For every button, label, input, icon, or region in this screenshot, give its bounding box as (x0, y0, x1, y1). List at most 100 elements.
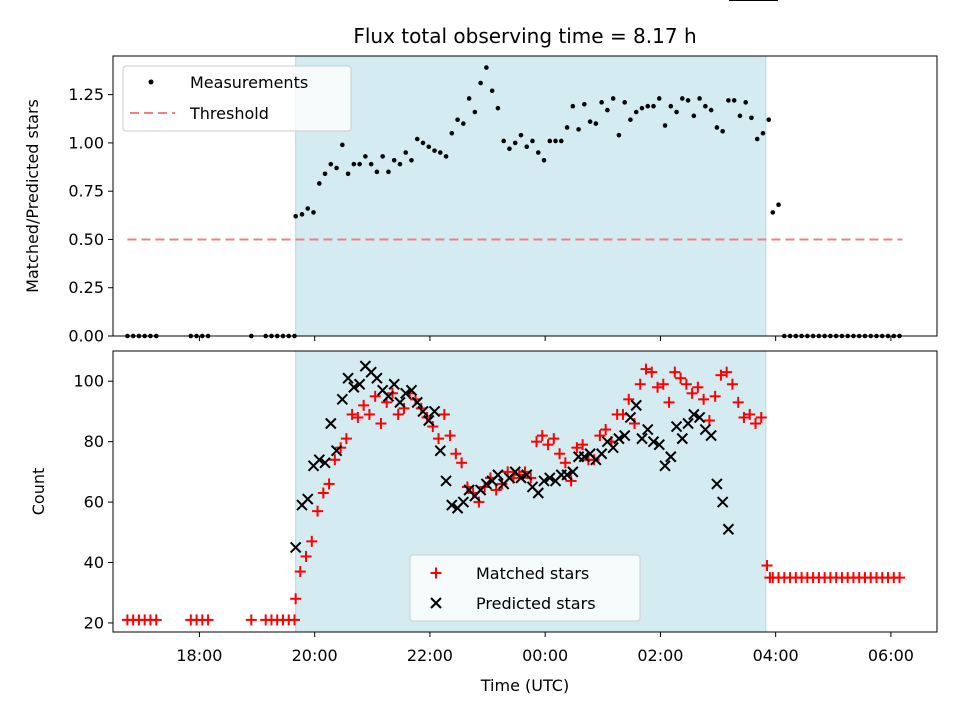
predicted-star-point (561, 469, 573, 481)
measurement-point (328, 161, 334, 167)
matched-star-point (323, 478, 335, 490)
measurement-point (374, 169, 380, 175)
measurement-point (616, 132, 622, 138)
measurement-point (455, 117, 460, 123)
measurement-point (293, 213, 298, 219)
measurement-point (714, 125, 720, 130)
count-ytick-label-80: 80 (84, 432, 104, 451)
predicted-star-point (521, 469, 533, 481)
measurement-point (380, 154, 385, 159)
predicted-star-point (492, 469, 504, 481)
predicted-star-point (330, 445, 343, 457)
ratio-ytick-label-1.25: 1.25 (68, 85, 104, 104)
measurement-point (368, 161, 374, 167)
measurement-point (484, 65, 489, 70)
measurement-point (633, 109, 639, 115)
matched-star-point (346, 408, 358, 420)
predicted-star-point (342, 372, 354, 384)
predicted-star-point (682, 417, 694, 430)
ratio-legend: Measurements Threshold (122, 65, 352, 132)
matched-star-point (363, 408, 375, 420)
measurement-point (559, 138, 564, 144)
ratio-ytick-label-0.50: 0.50 (68, 230, 104, 249)
measurement-point (472, 109, 478, 115)
predicted-star-point (642, 423, 654, 436)
ratio-ytick-label-1.00: 1.00 (68, 133, 104, 152)
measurement-point (414, 136, 420, 142)
x-axis-label: Time (UTC) (480, 676, 569, 695)
measurements-series (125, 65, 902, 339)
matched-star-point (444, 430, 456, 442)
matched-star-point (294, 566, 306, 578)
predicted-star-point (636, 432, 648, 445)
legend-marker-matched (430, 567, 442, 579)
chart-title: Flux total observing time = 8.17 h (353, 24, 696, 48)
measurement-point (316, 181, 322, 186)
legend-label-predicted: Predicted stars (476, 594, 596, 613)
measurement-point (760, 130, 766, 136)
matched-star-point (709, 390, 721, 402)
predicted-star-point (688, 408, 700, 421)
count-panel: 20 40 60 80 100 18:00 20:00 22:00 00:00 02:00 04:… (29, 0, 938, 695)
measurement-point (770, 210, 776, 215)
measurement-point (680, 96, 685, 101)
ratio-y-axis-label: Matched/Predicted stars (23, 99, 42, 293)
predicted-star-point (567, 466, 579, 478)
observing-window-shade (295, 56, 766, 336)
matched-star-point (358, 399, 370, 411)
matched-star-point (306, 535, 318, 547)
measurement-point (322, 171, 328, 177)
x-tick-label-4: 02:00 (637, 646, 683, 665)
x-tick-label-6: 06:00 (868, 646, 914, 665)
matched-star-point (675, 372, 687, 384)
predicted-stars-series (289, 0, 778, 554)
predicted-star-point (716, 496, 729, 508)
x-tick-label-0: 18:00 (176, 646, 222, 665)
matched-star-point (732, 396, 744, 408)
measurement-point (334, 165, 339, 171)
predicted-star-point (647, 435, 660, 448)
matched-star-point (329, 454, 341, 466)
measurement-point (703, 103, 708, 109)
matched-star-point (686, 387, 698, 399)
measurement-point (461, 121, 466, 126)
matched-star-point (698, 393, 710, 405)
matched-star-point (312, 505, 324, 517)
measurement-point (524, 144, 530, 150)
measurement-point (731, 98, 737, 103)
measurement-point (391, 157, 397, 163)
predicted-star-point (515, 472, 527, 484)
matched-star-point (450, 448, 462, 460)
predicted-star-point (544, 472, 556, 484)
measurement-point (449, 130, 455, 136)
predicted-star-point (388, 378, 400, 390)
predicted-star-point (336, 393, 349, 406)
matched-star-point (726, 378, 738, 390)
measurement-point (530, 138, 535, 144)
measurement-point (518, 132, 524, 138)
measurement-point (311, 210, 316, 215)
predicted-star-point (711, 478, 723, 490)
measurement-point (357, 161, 362, 167)
measurement-point (743, 100, 748, 105)
predicted-star-point (532, 487, 544, 499)
predicted-star-point (607, 441, 619, 454)
measurement-point (651, 103, 656, 109)
measurement-point (553, 138, 558, 144)
measurement-point (645, 103, 651, 109)
matched-star-point (392, 408, 404, 420)
measurement-point (668, 103, 674, 109)
matched-star-point (202, 614, 214, 626)
predicted-star-point (480, 478, 493, 490)
predicted-star-point (394, 396, 406, 409)
matched-star-point (554, 448, 566, 460)
predicted-star-point (630, 399, 642, 412)
ratio-ytick-label-0.75: 0.75 (68, 182, 104, 201)
predicted-star-point (578, 451, 591, 463)
matched-star-point (755, 411, 767, 423)
legend-marker-measurements (148, 79, 154, 85)
matched-star-point (531, 436, 543, 448)
measurement-point (409, 157, 414, 163)
predicted-star-point (440, 475, 452, 487)
measurement-point (507, 146, 512, 151)
